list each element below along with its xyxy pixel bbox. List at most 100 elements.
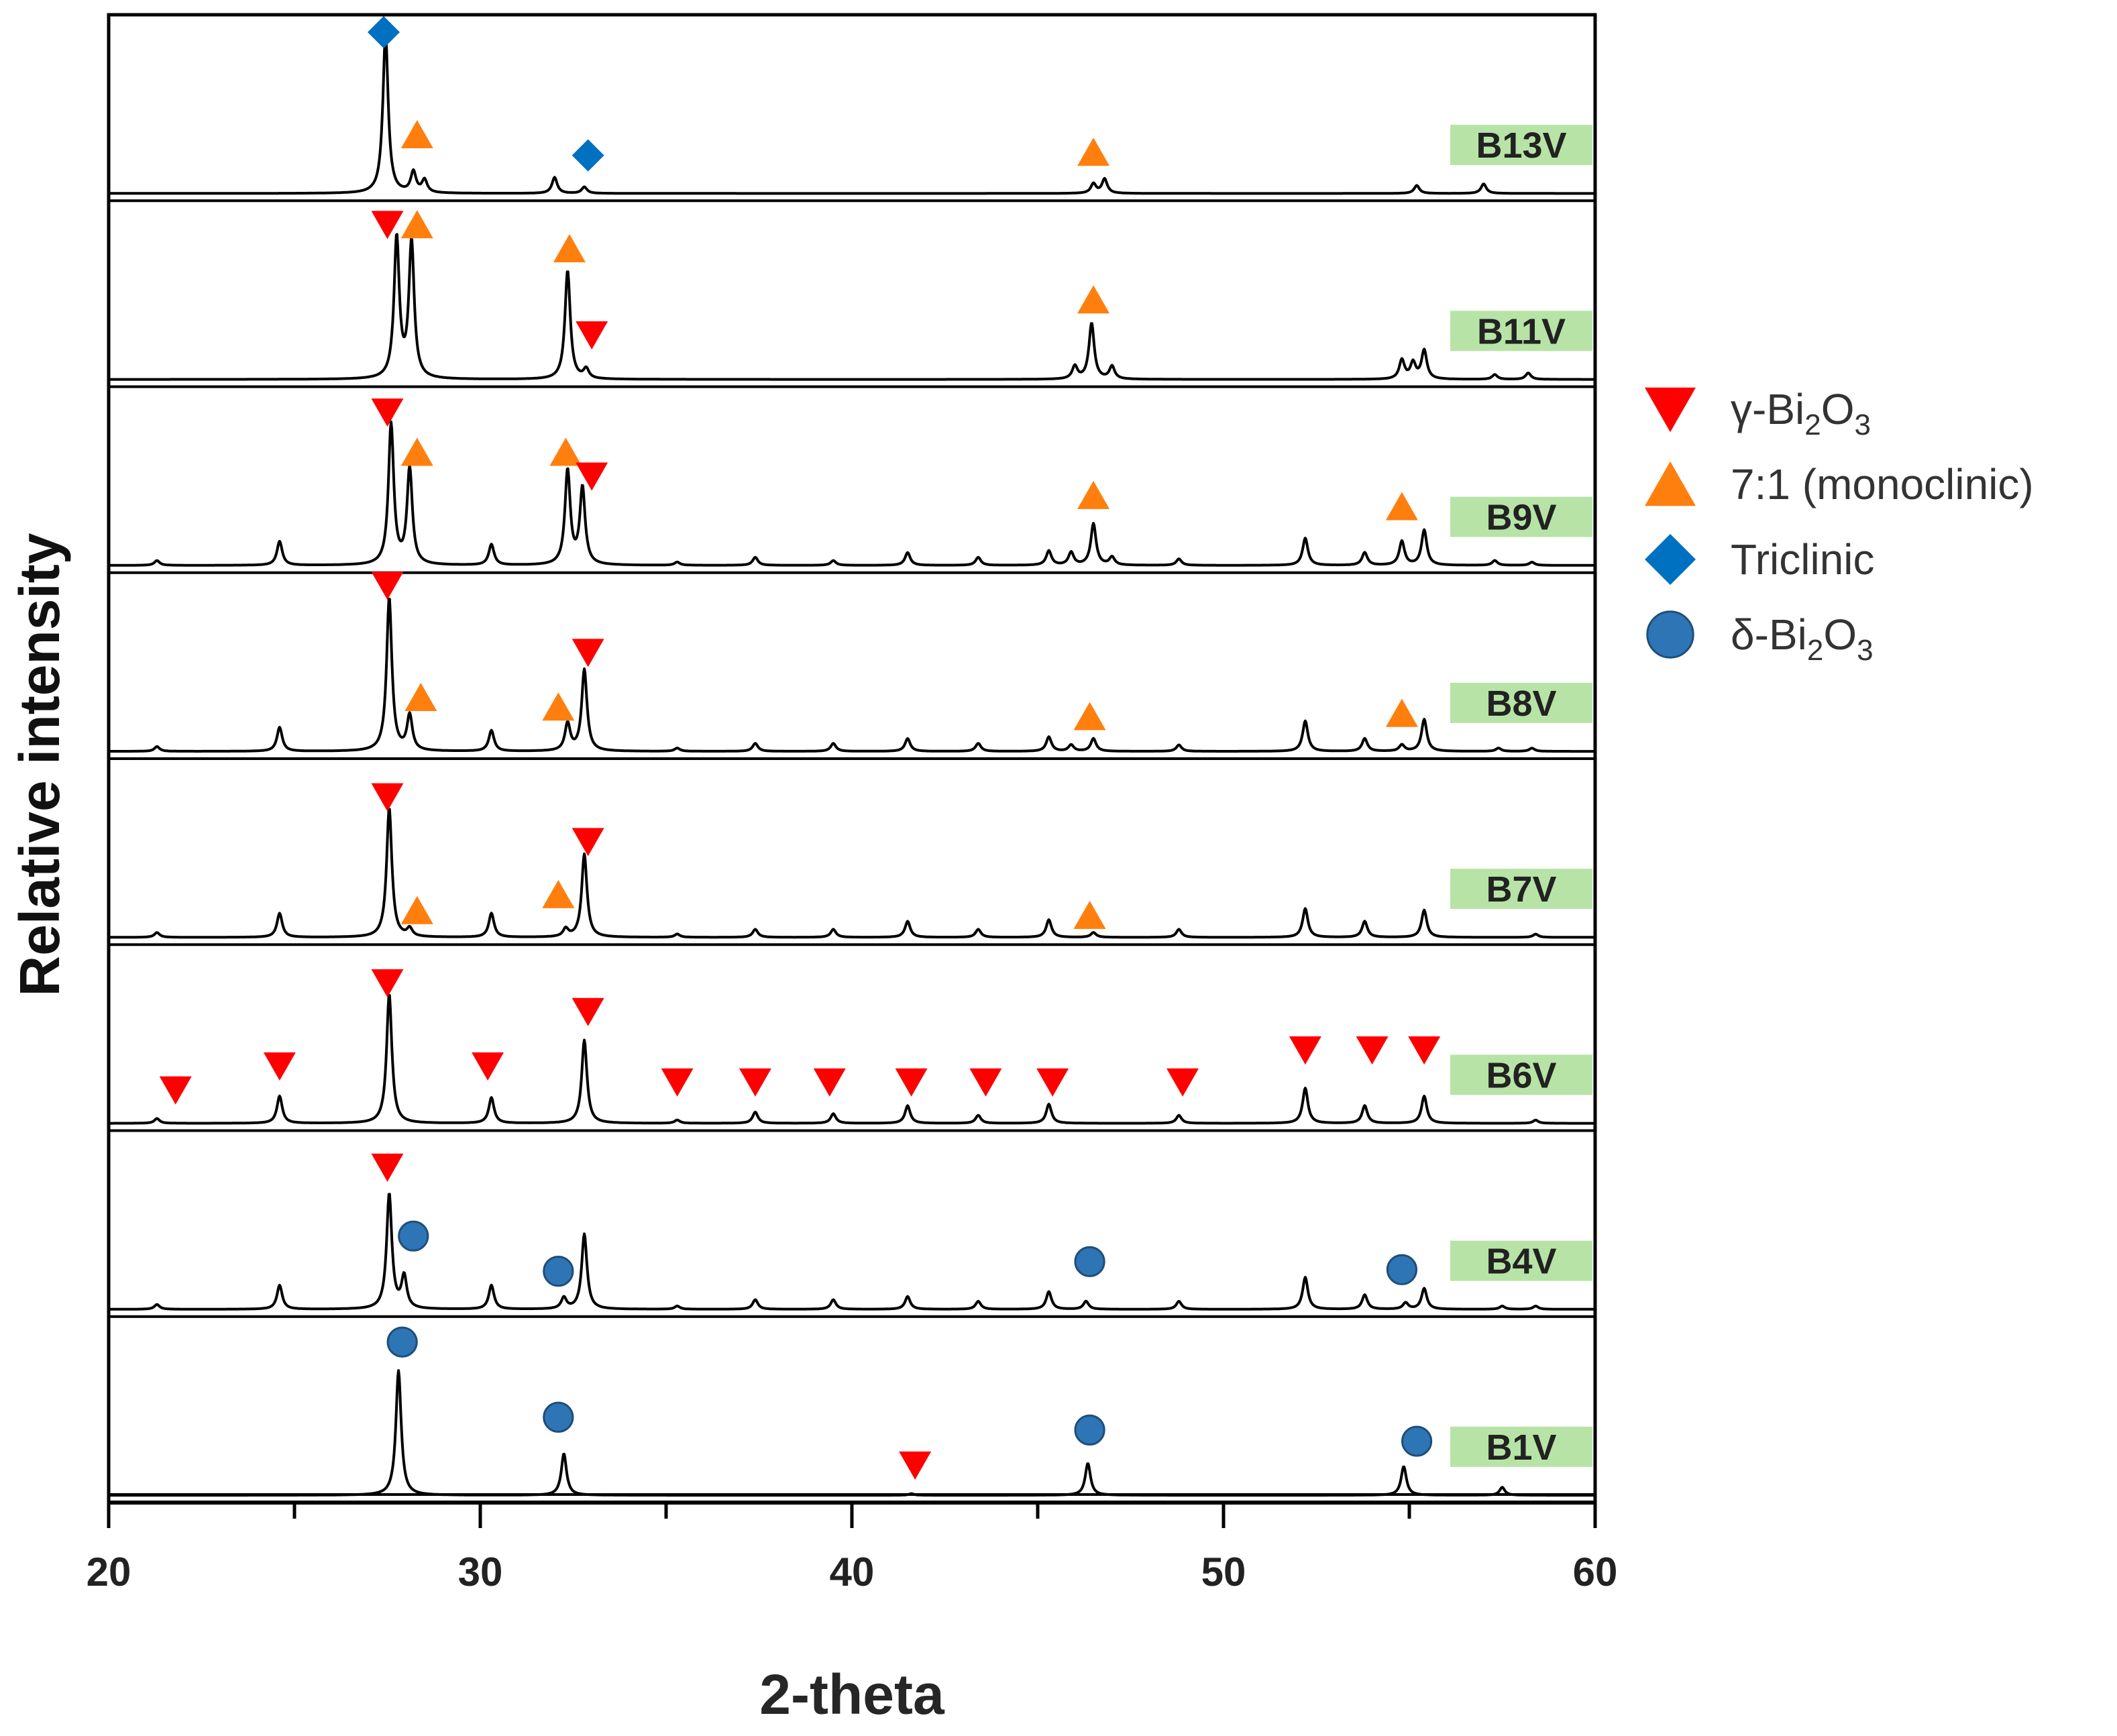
legend-item-monoclinic: 7:1 (monoclinic) xyxy=(1645,460,2034,508)
sample-label-bg xyxy=(1450,682,1592,723)
gamma-marker xyxy=(263,1052,296,1081)
gamma-marker xyxy=(576,462,608,491)
legend-item-gamma: γ-Bi2O3 xyxy=(1645,385,1871,441)
triclinic-marker xyxy=(572,139,604,172)
monoclinic-marker xyxy=(1077,480,1110,509)
gamma-marker xyxy=(159,1076,192,1105)
legend-label: δ-Bi2O3 xyxy=(1731,610,1874,667)
gamma-marker xyxy=(899,1451,932,1480)
x-tick-label: 20 xyxy=(87,1550,131,1594)
monoclinic-marker xyxy=(1077,138,1110,166)
pattern-line-B13V xyxy=(108,34,1596,195)
axes-layer: 20 30 40 50 60 xyxy=(87,13,1618,1594)
marker-layer xyxy=(159,16,1441,1480)
sample-label-bg xyxy=(1450,125,1592,166)
x-tick-label: 50 xyxy=(1201,1550,1246,1594)
x-axis-title: 2-theta xyxy=(759,1663,945,1726)
monoclinic-marker xyxy=(404,682,437,711)
sample-label: B7V xyxy=(1486,869,1556,910)
sample-label: B1V xyxy=(1486,1427,1556,1468)
gamma-marker xyxy=(813,1068,846,1097)
gamma-marker xyxy=(371,1153,404,1182)
sample-label: B9V xyxy=(1486,498,1556,538)
gamma-marker xyxy=(371,398,404,427)
series-B7V: B7V xyxy=(108,808,1596,946)
series-B4V: B4V xyxy=(108,1193,1596,1318)
series-layer: B13V B11V B9V B8V B7V B6V B4V B1V xyxy=(108,34,1596,1497)
delta-marker xyxy=(398,1220,429,1252)
pattern-line-B1V xyxy=(108,1369,1596,1497)
sample-label-bg xyxy=(1450,311,1592,351)
sample-label: B6V xyxy=(1486,1055,1556,1095)
series-B6V: B6V xyxy=(108,994,1596,1132)
legend-label: 7:1 (monoclinic) xyxy=(1731,460,2034,508)
legend-item-delta: δ-Bi2O3 xyxy=(1646,610,1874,667)
sample-label-bg xyxy=(1450,496,1592,537)
monoclinic-marker xyxy=(1077,285,1110,314)
x-tick-label: 40 xyxy=(830,1550,875,1594)
delta-marker xyxy=(1386,1254,1418,1285)
legend-marker-gamma xyxy=(1645,387,1696,433)
monoclinic-marker xyxy=(400,210,433,239)
y-axis-title: Relative intensity xyxy=(8,533,71,996)
monoclinic-marker xyxy=(400,120,433,149)
monoclinic-marker xyxy=(549,437,582,466)
monoclinic-marker xyxy=(1073,900,1106,929)
gamma-marker xyxy=(1036,1068,1069,1097)
monoclinic-marker xyxy=(1073,702,1106,730)
pattern-line-B4V xyxy=(108,1193,1596,1311)
sample-label: B4V xyxy=(1486,1242,1556,1282)
legend-label: Triclinic xyxy=(1731,535,1875,584)
series-B13V: B13V xyxy=(108,34,1596,203)
sample-label-bg xyxy=(1450,1240,1592,1281)
monoclinic-marker xyxy=(542,692,575,721)
x-tick-label: 60 xyxy=(1573,1550,1618,1594)
sample-label-bg xyxy=(1450,1426,1592,1467)
gamma-marker xyxy=(1289,1036,1321,1065)
legend-label: γ-Bi2O3 xyxy=(1731,385,1871,441)
gamma-marker xyxy=(572,639,604,667)
gamma-marker xyxy=(969,1068,1002,1097)
series-B8V: B8V xyxy=(108,598,1596,760)
delta-marker xyxy=(1074,1414,1105,1446)
series-B1V: B1V xyxy=(108,1369,1596,1497)
monoclinic-marker xyxy=(400,437,433,466)
monoclinic-marker xyxy=(1385,492,1418,521)
monoclinic-marker xyxy=(542,879,575,908)
series-B9V: B9V xyxy=(108,420,1596,574)
series-B11V: B11V xyxy=(108,233,1596,388)
monoclinic-marker xyxy=(400,896,433,924)
gamma-marker xyxy=(1166,1068,1199,1097)
legend-marker-delta xyxy=(1646,610,1694,659)
sample-label: B11V xyxy=(1477,311,1566,351)
sample-label-bg xyxy=(1450,869,1592,910)
legend: γ-Bi2O3 7:1 (monoclinic) Triclinic δ-Bi2O3 xyxy=(1645,385,2034,667)
delta-marker xyxy=(543,1401,574,1433)
gamma-marker xyxy=(1408,1036,1441,1065)
legend-marker-triclinic xyxy=(1645,534,1696,585)
sample-label-bg xyxy=(1450,1054,1592,1095)
gamma-marker xyxy=(472,1052,504,1081)
gamma-marker xyxy=(572,828,604,857)
gamma-marker xyxy=(371,572,404,600)
gamma-marker xyxy=(661,1068,694,1097)
pattern-line-B8V xyxy=(108,598,1596,753)
gamma-marker xyxy=(371,783,404,812)
gamma-marker xyxy=(371,211,404,239)
pattern-line-B7V xyxy=(108,808,1596,939)
sample-label: B8V xyxy=(1486,684,1556,724)
delta-marker xyxy=(386,1326,418,1358)
pattern-line-B11V xyxy=(108,233,1596,381)
gamma-marker xyxy=(371,969,404,997)
gamma-marker xyxy=(739,1068,771,1097)
pattern-line-B6V xyxy=(108,994,1596,1125)
delta-marker xyxy=(1401,1425,1433,1457)
gamma-marker xyxy=(895,1068,928,1097)
gamma-marker xyxy=(1356,1036,1389,1065)
triclinic-marker xyxy=(367,16,400,49)
sample-label: B13V xyxy=(1476,125,1566,166)
gamma-marker xyxy=(576,321,608,349)
x-tick-label: 30 xyxy=(458,1550,503,1594)
monoclinic-marker xyxy=(1385,698,1418,727)
